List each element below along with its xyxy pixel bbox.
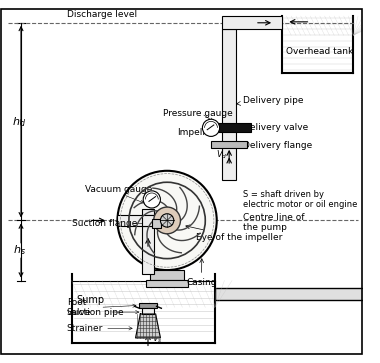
Bar [139,302,157,308]
Text: Pressure gauge: Pressure gauge [163,109,233,118]
Polygon shape [136,314,160,338]
Text: Delivery pipe: Delivery pipe [237,95,304,105]
Bar [142,215,154,226]
Text: Foot
valve: Foot valve [67,298,91,317]
Bar [152,219,162,228]
Bar [146,280,188,287]
Text: $V_d$: $V_d$ [216,148,227,161]
Text: Vacuum gauge: Vacuum gauge [85,185,152,194]
Bar [211,141,247,148]
Text: Delivery flange: Delivery flange [244,140,313,150]
Text: $h_d$: $h_d$ [12,115,26,129]
Circle shape [203,119,220,136]
Bar [142,209,154,274]
Text: $h_s$: $h_s$ [13,244,25,257]
Text: Sump: Sump [76,295,105,305]
Circle shape [160,214,174,227]
Bar [222,16,282,29]
Bar [207,123,251,132]
Text: Delivery valve: Delivery valve [244,123,309,132]
Text: Suction flange: Suction flange [71,219,137,228]
Text: Suction pipe: Suction pipe [67,307,124,317]
Text: Eye of the impeller: Eye of the impeller [186,225,282,242]
Bar [117,215,154,226]
Text: Centre line of
the pump: Centre line of the pump [244,213,305,232]
Bar [215,288,367,300]
Text: Casing: Casing [186,259,217,287]
Bar [142,308,154,314]
Circle shape [117,171,217,270]
Text: S = shaft driven by
electric motor or oil engine: S = shaft driven by electric motor or oi… [244,190,358,209]
Bar [222,29,236,180]
Text: Overhead tank: Overhead tank [287,47,354,56]
Text: Strainer: Strainer [67,324,103,333]
Circle shape [143,191,160,208]
Text: Impeller: Impeller [177,128,215,137]
Text: Discharge level: Discharge level [67,10,137,19]
Text: $V_s$: $V_s$ [152,333,163,345]
Circle shape [154,207,180,234]
Bar [150,270,184,280]
